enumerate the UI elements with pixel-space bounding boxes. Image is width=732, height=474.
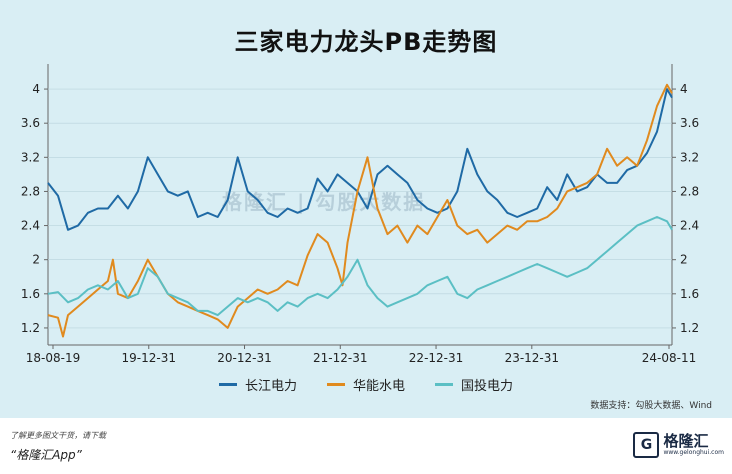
y-tick-label-right: 4 xyxy=(680,82,688,96)
footer-note: 了解更多图文干货，请下载 xyxy=(10,431,106,440)
x-tick-label: 21-12-31 xyxy=(313,351,367,365)
legend: 长江电力 华能水电 国投电力 xyxy=(0,375,732,394)
logo-text: 格隆汇 xyxy=(663,432,709,451)
chart-panel xyxy=(0,0,732,418)
legend-swatch xyxy=(326,383,345,386)
y-tick-label-right: 1.6 xyxy=(680,287,699,301)
x-tick-label: 19-12-31 xyxy=(122,351,176,365)
series-line-2 xyxy=(47,216,673,317)
x-tick-label: 23-12-31 xyxy=(505,351,559,365)
y-tick-label-left: 1.6 xyxy=(21,287,40,301)
legend-swatch xyxy=(435,383,453,386)
watermark: 格隆汇 | 勾股大数据 xyxy=(222,190,426,214)
y-tick-label-left: 2.8 xyxy=(21,184,40,198)
legend-label: 华能水电 xyxy=(352,379,405,394)
legend-swatch xyxy=(218,383,237,386)
legend-label: 长江电力 xyxy=(244,379,297,394)
series-line-0 xyxy=(47,88,673,231)
footer-app-name: “格隆汇App” xyxy=(10,448,82,462)
pb-line-chart: 1.2 1.6 2 2.4 2.8 3.2 3.6 4 1.2 1.6 2 2.4 2.8 3.2 3.6… xyxy=(21,64,699,365)
series-line-1 xyxy=(47,83,673,338)
legend-item: 长江电力 xyxy=(218,375,297,394)
x-tick-label: 20-12-31 xyxy=(217,351,271,365)
y-tick-label-right: 3.6 xyxy=(680,116,699,130)
y-tick-label-left: 2.4 xyxy=(21,219,40,233)
data-source: 数据支持：勾股大数据、Wind xyxy=(590,401,712,411)
legend-item: 华能水电 xyxy=(326,375,405,394)
x-tick-label: 18-08-19 xyxy=(26,351,80,365)
x-tick-label: 22-12-31 xyxy=(409,351,463,365)
y-tick-label-left: 3.6 xyxy=(21,116,40,130)
y-tick-label-right: 3.2 xyxy=(680,150,699,164)
logo-url: www.gelonghui.com xyxy=(663,448,724,456)
y-tick-label-right: 2.8 xyxy=(680,184,699,198)
y-tick-label-left: 3.2 xyxy=(21,150,40,164)
brand-logo: G 格隆汇 www.gelonghui.com xyxy=(633,432,724,458)
logo-mark-icon: G xyxy=(633,432,660,458)
y-tick-label-right: 2 xyxy=(680,253,688,267)
legend-label: 国投电力 xyxy=(461,379,514,394)
y-tick-label-left: 1.2 xyxy=(21,321,40,335)
chart-title: 三家电力龙头PB走势图 xyxy=(234,28,498,56)
y-tick-label-left: 4 xyxy=(32,82,40,96)
y-tick-label-right: 1.2 xyxy=(680,321,699,335)
y-tick-label-left: 2 xyxy=(32,253,40,267)
y-tick-label-right: 2.4 xyxy=(680,219,699,233)
x-tick-label: 24-08-11 xyxy=(642,351,696,365)
legend-item: 国投电力 xyxy=(435,375,513,394)
